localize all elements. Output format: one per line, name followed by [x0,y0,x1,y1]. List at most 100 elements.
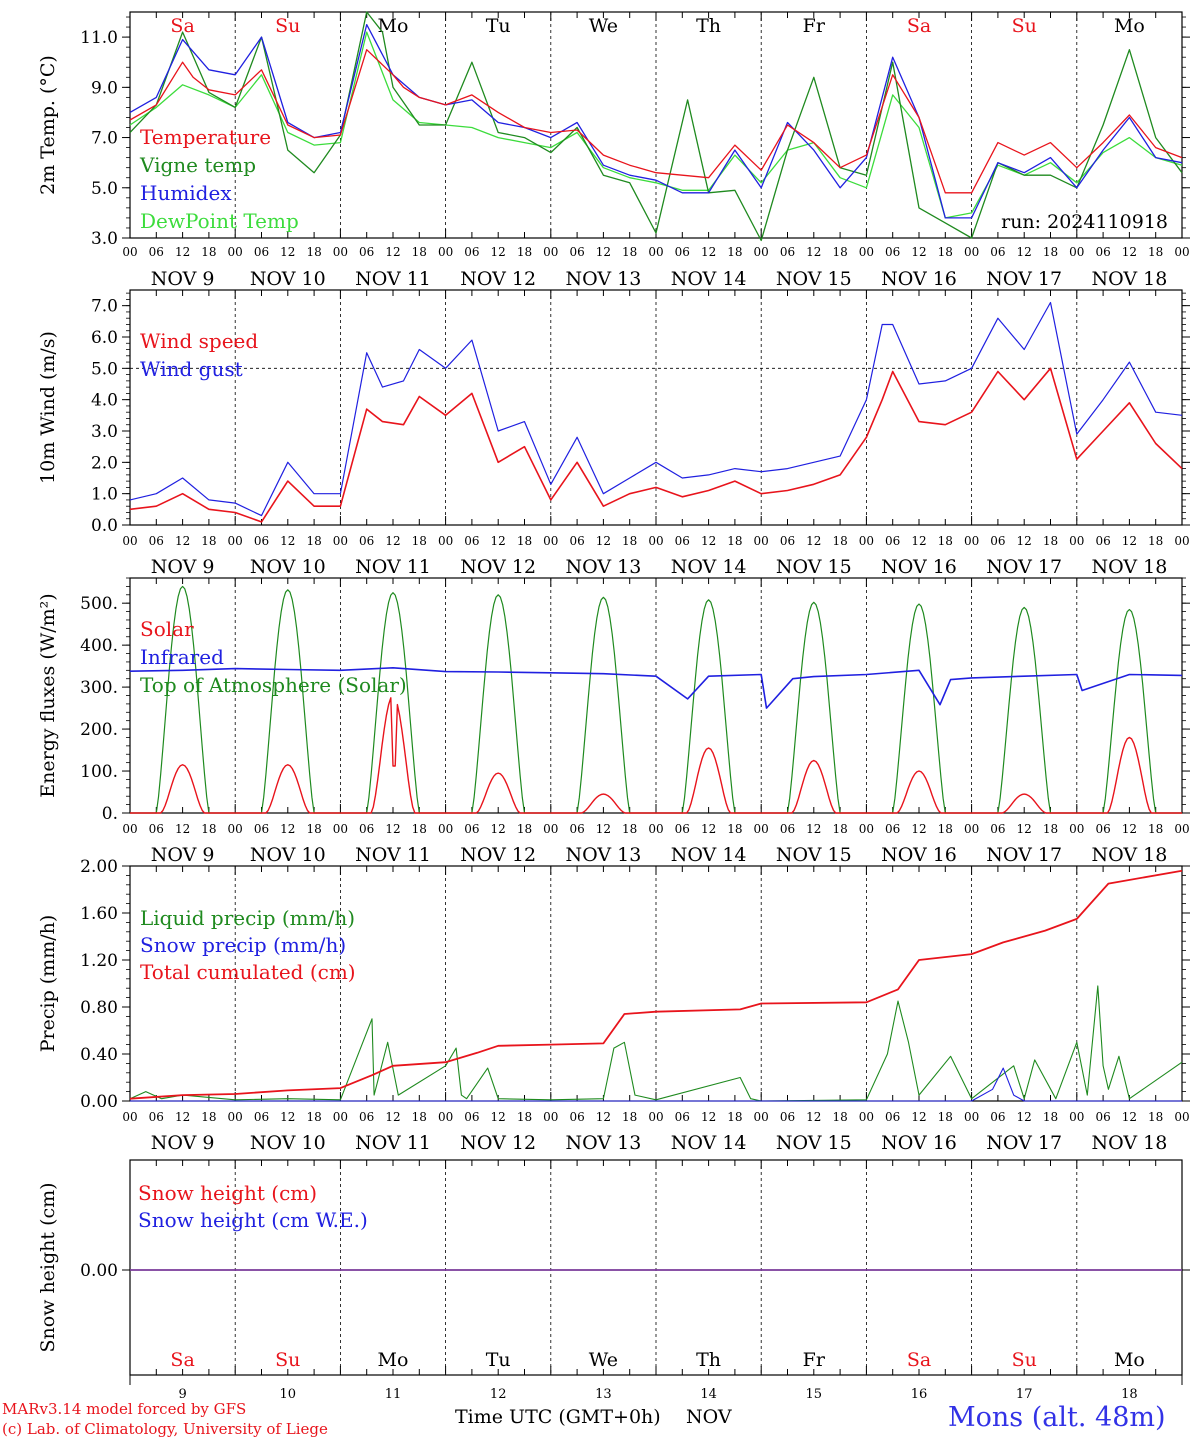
x-tick-label: 00 [1174,245,1189,259]
toa-solar-curve [340,592,446,814]
x-tick-label: 06 [359,534,374,548]
y-tick-label: 5.0 [91,179,118,199]
x-tick-label: 06 [149,1110,164,1124]
legend-entry: Snow height (cm) [138,1181,317,1205]
day-name-label: Th [696,15,721,37]
x-date-label: NOV 16 [881,1132,957,1154]
x-tick-label: 12 [1122,822,1137,836]
x-tick-label: 06 [990,245,1005,259]
y-tick-label: 7.0 [91,297,118,317]
x-tick-label: 06 [569,1110,584,1124]
x-tick-label: 06 [359,822,374,836]
x-tick-label: 00 [228,822,243,836]
solar-curve [866,770,972,814]
x-tick-label: 00 [964,822,979,836]
toa-solar-curve [235,589,341,814]
x-tick-label: 06 [1095,534,1110,548]
x-tick-label: 00 [333,534,348,548]
y-tick-label: 0.80 [80,998,118,1018]
x-tick-label: 00 [754,822,769,836]
x-date-label: NOV 10 [250,268,326,290]
toa-solar-curve [656,599,762,814]
day-name-label: Su [1012,1349,1037,1371]
x-tick-label: 18 [412,1110,427,1124]
series-line-wind-speed [129,367,1183,523]
x-date-label: NOV 14 [671,844,747,866]
toa-solar-curve [866,603,972,814]
x-tick-label: 00 [122,822,137,836]
series-line-total-cumulated-cm- [129,869,1183,1100]
x-date-label: NOV 16 [881,268,957,290]
x-date-label: NOV 11 [355,1132,431,1154]
x-tick-label: 12 [701,245,716,259]
x-tick-label: 12 [1017,822,1032,836]
x-date-label: NOV 9 [151,268,215,290]
legend-entry: Snow precip (mm/h) [140,933,346,957]
x-tick-label: 18 [727,534,742,548]
x-date-label: NOV 13 [565,1132,641,1154]
solar-curve [550,793,656,814]
legend-entry: Infrared [140,645,224,669]
y-tick-label: 11.0 [80,28,118,48]
x-tick-label: 18 [306,1110,321,1124]
x-tick-label: 06 [780,245,795,259]
y-tick-label: 1.20 [80,951,118,971]
y-tick-label: 0.0 [91,516,118,536]
x-tick-label: 06 [675,534,690,548]
x-tick-label: 18 [1043,534,1058,548]
x-tick-label: 00 [754,245,769,259]
x-tick-label: 12 [1122,1110,1137,1124]
x-tick-label: 12 [701,1110,716,1124]
x-tick-label: 12 [175,245,190,259]
x-tick-label: 06 [464,534,479,548]
x-date-label: NOV 18 [1091,844,1167,866]
x-tick-label: 12 [175,534,190,548]
x-tick-label: 06 [464,245,479,259]
x-tick-label: 12 [806,822,821,836]
series-line-wind-gust [129,301,1183,517]
day-name-label: Mo [378,1349,409,1371]
x-tick-label: 00 [964,245,979,259]
day-number-label: 15 [806,1387,823,1402]
x-tick-label: 00 [859,1110,874,1124]
x-tick-label: 06 [254,245,269,259]
y-tick-label: 200. [80,720,118,740]
legend-entry: Liquid precip (mm/h) [140,906,355,930]
y-tick-label: 2.0 [91,453,118,473]
y-axis-label: 10m Wind (m/s) [37,331,59,484]
day-number-label: 14 [700,1387,717,1402]
x-tick-label: 06 [149,822,164,836]
x-tick-label: 12 [1122,245,1137,259]
solar-curve [235,764,341,814]
x-tick-label: 00 [543,822,558,836]
y-tick-label: 0.40 [80,1045,118,1065]
x-tick-label: 18 [832,245,847,259]
x-tick-label: 18 [1148,534,1163,548]
y-axis-label: Precip (mm/h) [37,915,59,1053]
series-line-snow-precip-mm-h- [130,1067,1182,1102]
x-tick-label: 12 [806,245,821,259]
x-tick-label: 06 [780,534,795,548]
x-tick-label: 18 [201,1110,216,1124]
x-tick-label: 00 [228,1110,243,1124]
x-tick-label: 00 [1174,1110,1189,1124]
legend-entry: Humidex [140,181,232,205]
solar-curve [340,697,446,814]
x-tick-label: 06 [1095,1110,1110,1124]
x-date-label: NOV 15 [776,268,852,290]
x-tick-label: 06 [1095,822,1110,836]
solar-curve [656,747,762,814]
x-tick-label: 18 [1043,245,1058,259]
x-tick-label: 00 [1069,245,1084,259]
solar-curve [971,793,1077,814]
x-tick-label: 00 [333,822,348,836]
x-tick-label: 18 [938,245,953,259]
x-tick-label: 12 [701,534,716,548]
solar-curve [130,764,236,814]
x-tick-label: 18 [622,534,637,548]
x-tick-label: 18 [832,534,847,548]
x-tick-label: 00 [859,245,874,259]
x-tick-label: 06 [569,245,584,259]
x-date-label: NOV 13 [565,844,641,866]
